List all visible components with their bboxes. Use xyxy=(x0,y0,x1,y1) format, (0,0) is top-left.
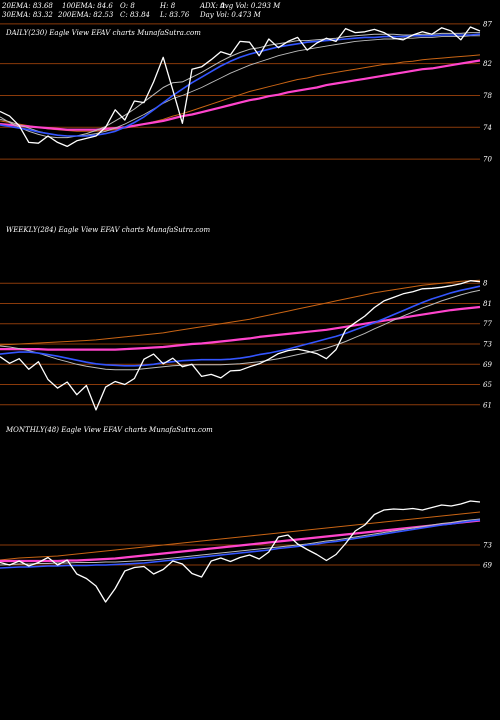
adx-readout: ADX: 0 xyxy=(200,2,225,10)
weekly-level-label: 73 xyxy=(483,341,492,349)
daily-level-label: 82 xyxy=(483,60,492,68)
monthly-ema-blue-line xyxy=(0,519,481,569)
weekly-level-label: 8 xyxy=(483,280,488,288)
daily-ema-blue-line xyxy=(0,33,481,137)
daily-level-label: 70 xyxy=(483,156,492,164)
monthly-level-label: 69 xyxy=(483,562,492,570)
daily-panel-title: DAILY(230) Eagle View EFAV charts Munafa… xyxy=(6,29,201,37)
weekly-ema-pink-line xyxy=(0,305,481,351)
monthly-price-line xyxy=(0,500,481,603)
daily-level-label: 87 xyxy=(483,20,492,28)
avg-vol-readout: Avg Vol: 0.293 M xyxy=(220,2,281,10)
ema200-readout: 200EMA: 82.53 xyxy=(58,11,114,19)
weekly-ema-blue-line xyxy=(0,285,481,367)
monthly-ema-pink-line xyxy=(0,519,481,563)
weekly-level-label: 65 xyxy=(483,381,492,389)
monthly-panel-title: MONTHLY(48) Eagle View EFAV charts Munaf… xyxy=(6,426,213,434)
daily-level-label: 78 xyxy=(483,92,492,100)
ema20-readout: 20EMA: 83.68 xyxy=(2,2,53,10)
daily-ema-mid-line xyxy=(0,35,480,137)
low-readout: L: 83.76 xyxy=(160,11,190,19)
monthly-level-label: 73 xyxy=(483,542,492,550)
open-readout: O: 8 xyxy=(120,2,135,10)
weekly-level-label: 61 xyxy=(483,401,492,409)
weekly-ema-orange-line xyxy=(0,279,481,346)
weekly-level-label: 77 xyxy=(483,320,492,328)
weekly-price-line xyxy=(0,280,481,411)
close-readout: C: 83.84 xyxy=(120,11,150,19)
weekly-panel-title: WEEKLY(284) Eagle View EFAV charts Munaf… xyxy=(6,226,211,234)
daily-ema-orange-line xyxy=(0,54,481,132)
daily-ema-pink-line xyxy=(0,59,481,131)
weekly-level-label: 69 xyxy=(483,361,492,369)
ema30-readout: 30EMA: 83.32 xyxy=(2,11,53,19)
daily-level-label: 74 xyxy=(483,124,492,132)
monthly-ema-orange-line xyxy=(0,511,481,561)
weekly-ema-fast-line xyxy=(0,289,481,371)
ema100-readout: 100EMA: 84.6 xyxy=(62,2,113,10)
day-vol-readout: Day Vol: 0.473 M xyxy=(200,11,261,19)
high-readout: H: 8 xyxy=(160,2,176,10)
weekly-level-label: 81 xyxy=(483,300,492,308)
daily-ema-fast-line xyxy=(0,32,480,139)
monthly-ema-fast-line xyxy=(0,518,481,566)
daily-price-line xyxy=(0,26,481,148)
